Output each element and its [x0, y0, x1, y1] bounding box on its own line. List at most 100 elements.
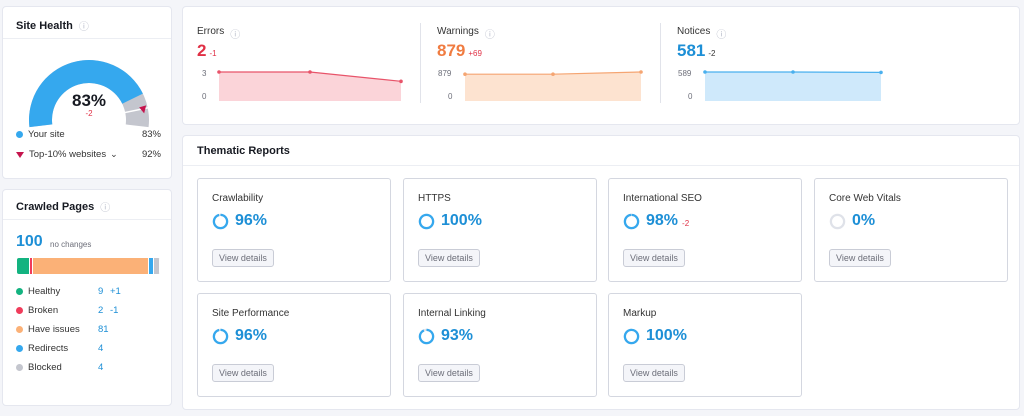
crawled-row-have-issues[interactable]: Have issues 81: [16, 324, 166, 335]
bar-segment-healthy[interactable]: [17, 258, 30, 274]
crawled-row-blocked[interactable]: Blocked 4: [16, 362, 166, 373]
report-card-internal-linking[interactable]: Internal Linking 93% View details: [403, 293, 597, 397]
crawled-pages-total[interactable]: 100: [16, 233, 43, 250]
notices-value[interactable]: 581 -2: [677, 41, 716, 60]
report-score-value: 96%: [235, 212, 268, 229]
progress-ring-icon: [212, 213, 229, 229]
divider: [420, 23, 421, 103]
trend-area: [465, 72, 641, 101]
notices-trend-chart[interactable]: [703, 69, 883, 101]
site-health-widget: Site Health ⓘ 83% -2 Your site 83% Top-1…: [2, 6, 172, 179]
broken-dot-icon: [16, 307, 23, 314]
thematic-reports-title: Thematic Reports: [197, 145, 290, 157]
site-health-delta: -2: [85, 109, 93, 118]
errors-value[interactable]: 2 -1: [197, 41, 217, 60]
gauge-fill: [28, 59, 143, 128]
crawled-pages-title: Crawled Pages ⓘ: [16, 200, 111, 215]
trend-point: [399, 79, 403, 84]
report-card-international-seo[interactable]: International SEO 98% -2 View details: [608, 178, 802, 282]
report-score: 0%: [829, 212, 875, 230]
info-icon[interactable]: ⓘ: [484, 30, 495, 41]
top10-marker-icon: [139, 105, 147, 114]
progress-ring-icon: [829, 213, 846, 229]
report-name: Core Web Vitals: [829, 193, 901, 204]
report-card-https[interactable]: HTTPS 100% View details: [403, 178, 597, 282]
site-health-title: Site Health ⓘ: [16, 19, 89, 34]
progress-ring-icon: [418, 213, 435, 229]
bar-segment-redirects[interactable]: [148, 258, 155, 274]
trend-area: [219, 72, 401, 101]
view-details-button[interactable]: View details: [829, 249, 891, 267]
report-score-value: 100%: [441, 212, 482, 229]
trend-point: [308, 70, 312, 74]
report-score-delta: -2: [682, 218, 690, 228]
crawled-pages-change-note: no changes: [50, 240, 92, 249]
bar-segment-broken[interactable]: [29, 258, 33, 274]
report-card-crawlability[interactable]: Crawlability 96% View details: [197, 178, 391, 282]
crawled-row-redirects[interactable]: Redirects 4: [16, 343, 166, 354]
report-name: Crawlability: [212, 193, 264, 204]
bar-segment-blocked[interactable]: [154, 258, 160, 274]
triangle-down-icon: [16, 151, 24, 158]
report-name: HTTPS: [418, 193, 451, 204]
warnings-trend-chart[interactable]: [463, 69, 643, 101]
report-name: Internal Linking: [418, 308, 486, 319]
crawled-pages-widget: Crawled Pages ⓘ 100 no changes Healthy 9…: [2, 189, 172, 406]
errors-metric: Errors ⓘ 2 -1 3 0: [197, 7, 417, 124]
have-issues-dot-icon: [16, 326, 23, 333]
report-name: Site Performance: [212, 308, 290, 319]
info-icon[interactable]: ⓘ: [78, 22, 89, 33]
trend-point: [639, 70, 643, 74]
progress-ring-icon: [623, 328, 640, 344]
report-score-value: 96%: [235, 327, 268, 344]
info-icon[interactable]: ⓘ: [716, 30, 727, 41]
errors-trend-chart[interactable]: [217, 69, 403, 101]
site-health-gauge: 83% -2: [22, 52, 156, 128]
issues-metrics-panel: Errors ⓘ 2 -1 3 0 Warnings ⓘ 879 +69 879 0…: [182, 6, 1020, 125]
divider: [3, 38, 171, 39]
chevron-down-icon[interactable]: ⌄: [110, 149, 118, 159]
report-score-value: 93%: [441, 327, 474, 344]
crawled-row-healthy[interactable]: Healthy 9 +1: [16, 286, 166, 297]
report-score: 96%: [212, 327, 267, 345]
divider: [3, 219, 171, 220]
trend-point: [463, 72, 467, 76]
report-score: 100%: [418, 212, 482, 230]
thematic-reports-panel: Thematic Reports Crawlability 96% View det…: [182, 135, 1020, 410]
report-name: Markup: [623, 308, 657, 319]
crawled-pages-stacked-bar[interactable]: [17, 258, 160, 274]
view-details-button[interactable]: View details: [418, 364, 480, 382]
bar-segment-have-issues[interactable]: [32, 258, 149, 274]
trend-point: [879, 70, 883, 75]
report-card-site-performance[interactable]: Site Performance 96% View details: [197, 293, 391, 397]
divider: [660, 23, 661, 103]
info-icon[interactable]: ⓘ: [100, 203, 111, 214]
legend-top10[interactable]: Top-10% websites ⌄ 92%: [16, 149, 161, 160]
report-score-value: 100%: [646, 327, 687, 344]
divider: [183, 165, 1019, 166]
warnings-value[interactable]: 879 +69: [437, 41, 482, 60]
trend-point: [217, 70, 221, 74]
notices-metric: Notices ⓘ 581 -2 589 0: [677, 7, 897, 124]
view-details-button[interactable]: View details: [212, 364, 274, 382]
report-name: International SEO: [623, 193, 702, 204]
progress-ring-icon: [623, 213, 640, 229]
trend-point: [703, 70, 707, 74]
progress-ring-icon: [418, 328, 435, 344]
info-icon[interactable]: ⓘ: [230, 30, 241, 41]
view-details-button[interactable]: View details: [418, 249, 480, 267]
site-health-score: 83%: [71, 91, 107, 110]
report-score-value: 0%: [852, 212, 876, 229]
view-details-button[interactable]: View details: [212, 249, 274, 267]
view-details-button[interactable]: View details: [623, 364, 685, 382]
report-card-core-web-vitals[interactable]: Core Web Vitals 0% View details: [814, 178, 1008, 282]
progress-ring-icon: [212, 328, 229, 344]
report-card-markup[interactable]: Markup 100% View details: [608, 293, 802, 397]
trend-point: [551, 72, 555, 76]
trend-area: [705, 72, 881, 101]
view-details-button[interactable]: View details: [623, 249, 685, 267]
report-score: 93%: [418, 327, 473, 345]
crawled-row-broken[interactable]: Broken 2 -1: [16, 305, 166, 316]
legend-your-site: Your site 83%: [16, 129, 161, 140]
blocked-dot-icon: [16, 364, 23, 371]
